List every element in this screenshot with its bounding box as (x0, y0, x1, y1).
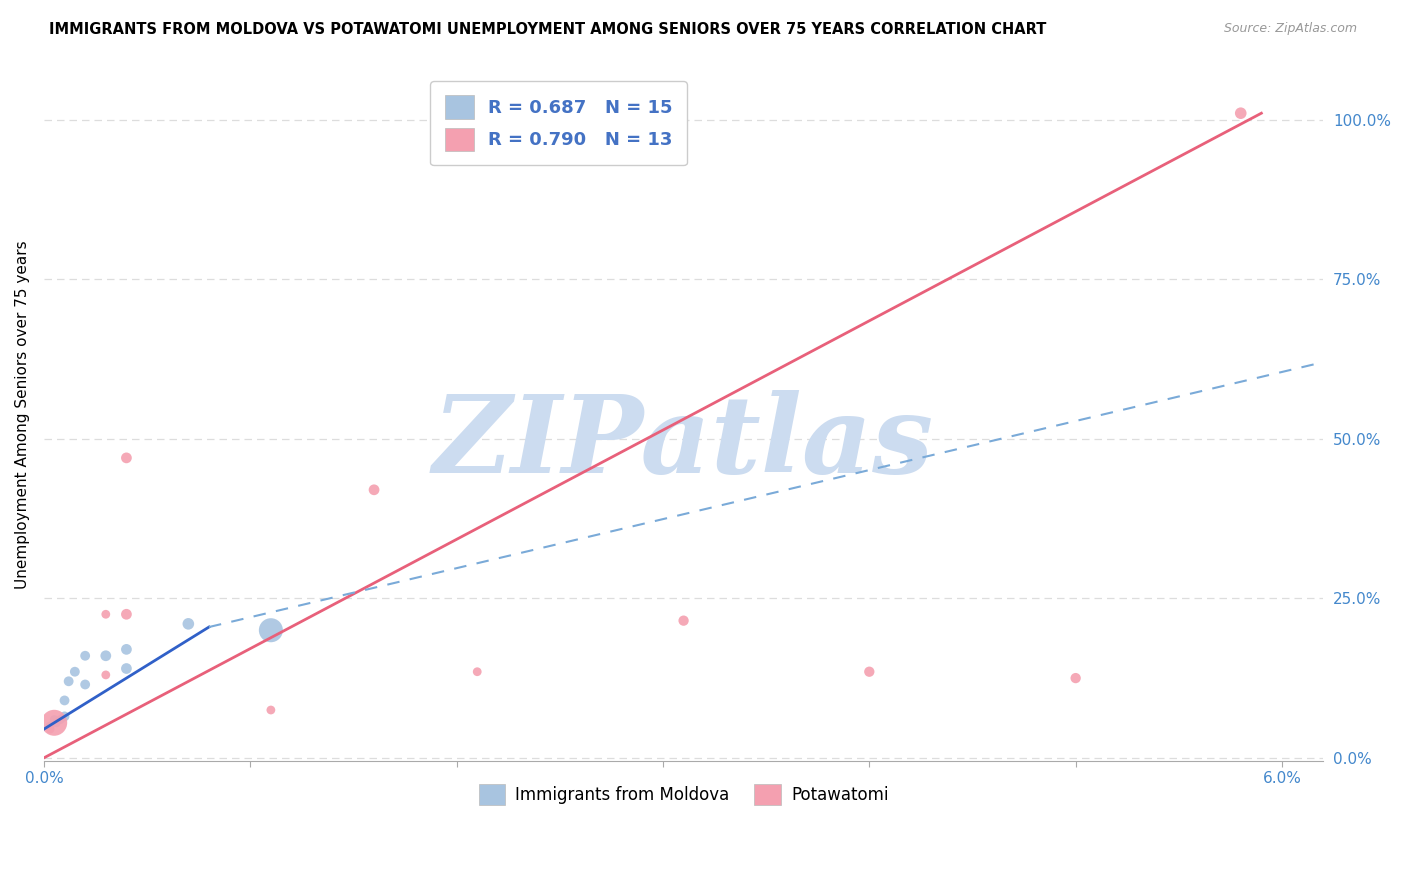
Point (94, 607, 117, 622)
Point (39, 722, 62, 736)
Point (1229, 106, 1251, 120)
Point (115, 661, 138, 675)
Point (363, 483, 385, 497)
Text: IMMIGRANTS FROM MOLDOVA VS POTAWATOMI UNEMPLOYMENT AMONG SENIORS OVER 75 YEARS C: IMMIGRANTS FROM MOLDOVA VS POTAWATOMI UN… (49, 22, 1046, 37)
Point (858, 665, 880, 679)
Point (94, 648, 117, 663)
Point (53, 693, 76, 707)
Point (115, 642, 138, 657)
Point (75, 648, 97, 663)
Point (44, 715, 66, 730)
Point (39, 719, 62, 733)
Point (177, 616, 200, 631)
Point (44, 713, 66, 727)
Point (75, 677, 97, 691)
Point (115, 607, 138, 622)
Point (63, 665, 86, 679)
Point (58, 674, 80, 689)
Point (1064, 671, 1087, 685)
Point (94, 668, 117, 682)
Point (260, 703, 283, 717)
Point (465, 665, 488, 679)
Y-axis label: Unemployment Among Seniors over 75 years: Unemployment Among Seniors over 75 years (15, 241, 30, 589)
Text: ZIPatlas: ZIPatlas (433, 390, 934, 495)
Point (260, 624, 283, 638)
Legend: Immigrants from Moldova, Potawatomi: Immigrants from Moldova, Potawatomi (468, 773, 898, 815)
Point (672, 614, 695, 628)
Text: Source: ZipAtlas.com: Source: ZipAtlas.com (1223, 22, 1357, 36)
Point (53, 709, 76, 723)
Point (45, 715, 67, 730)
Point (49, 713, 72, 727)
Point (115, 450, 138, 465)
